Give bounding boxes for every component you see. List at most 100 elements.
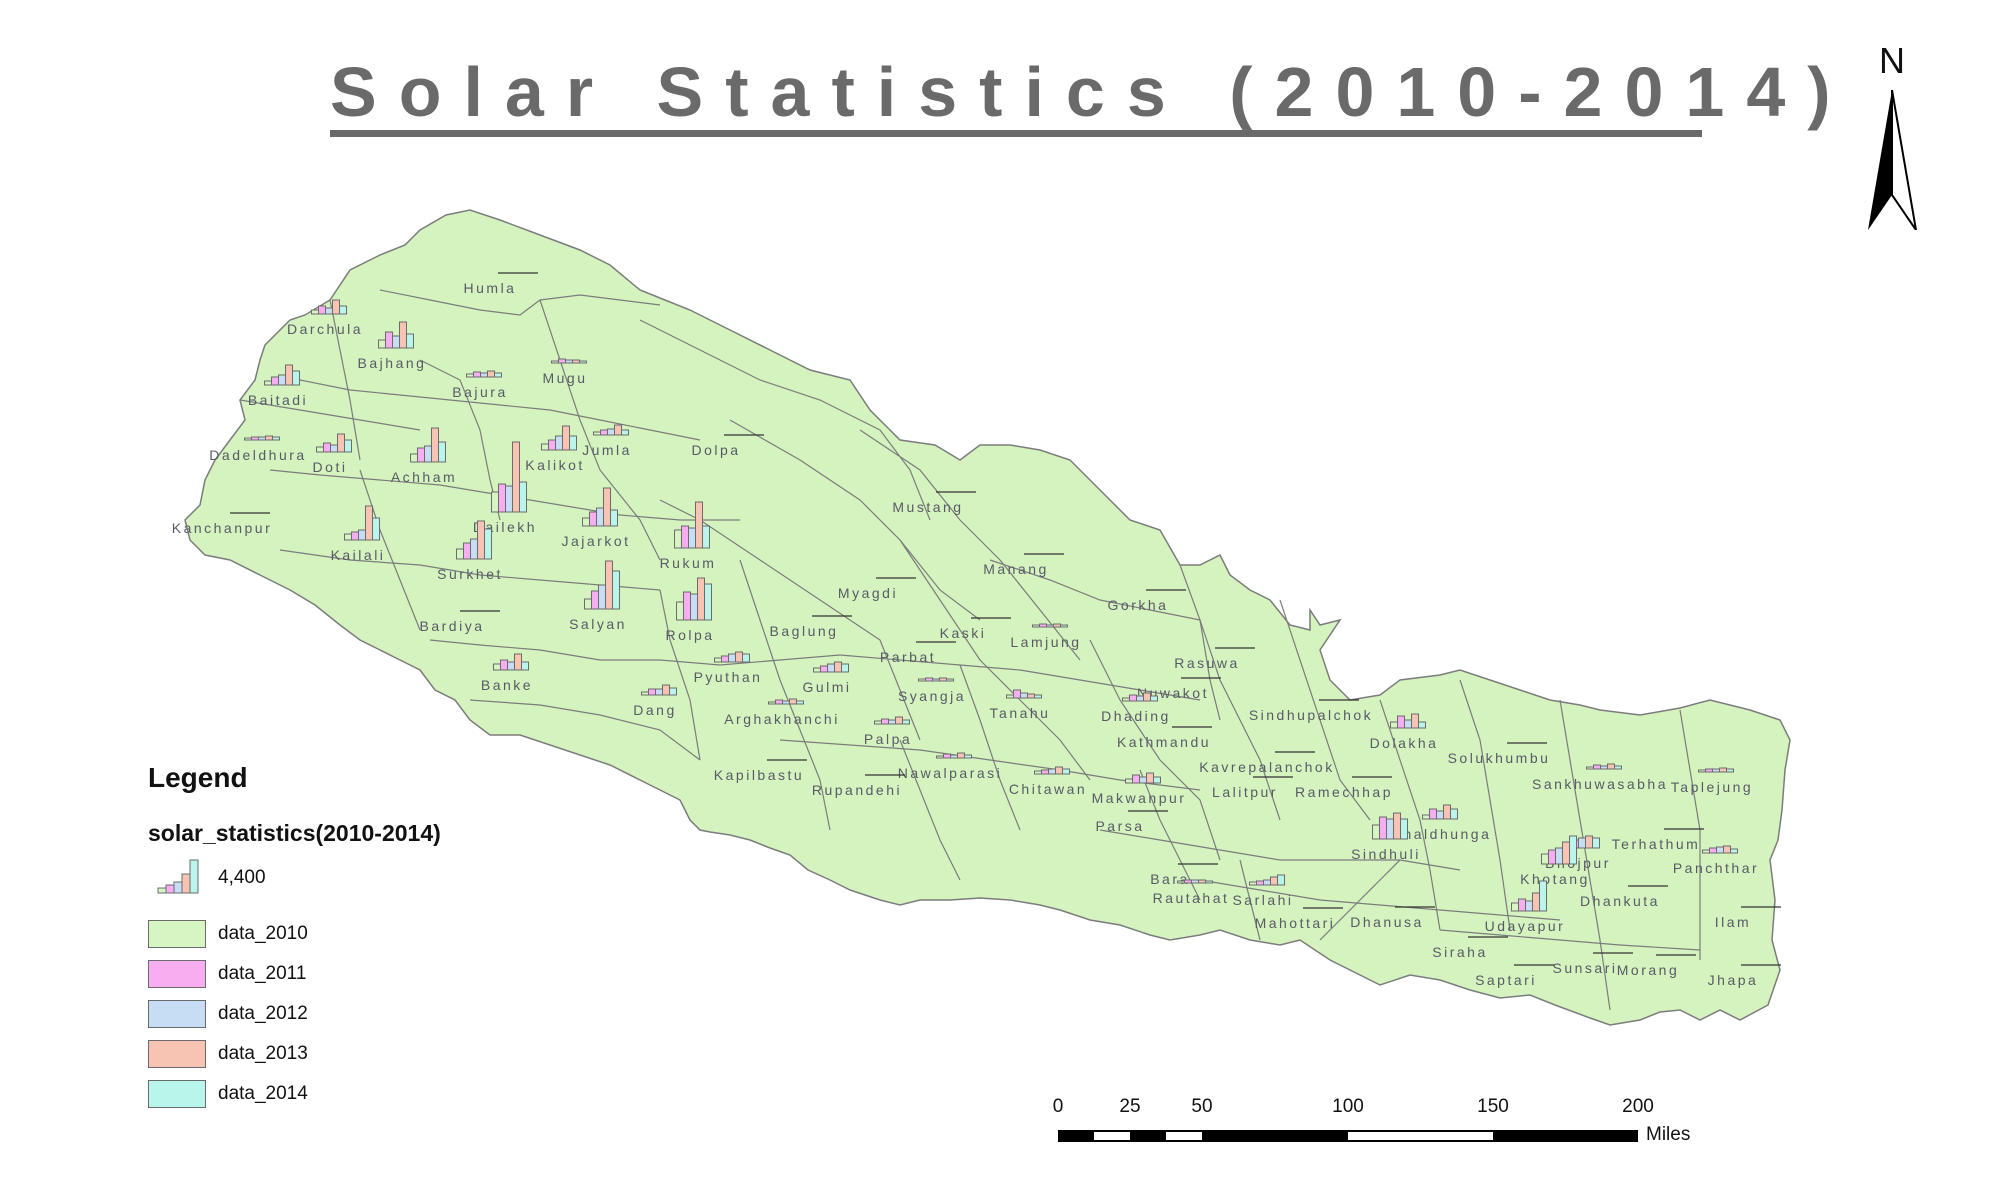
bar xyxy=(1034,770,1042,775)
district-label-dolakha: Dolakha xyxy=(1370,735,1439,751)
district-label-baglung: Baglung xyxy=(770,623,839,639)
bar xyxy=(1048,768,1056,775)
bar-chart-doti xyxy=(316,433,352,453)
district-label-sunsari: Sunsari xyxy=(1553,960,1618,976)
bar xyxy=(1555,847,1563,865)
district-label-dadeldhura: Dadeldhura xyxy=(209,447,306,463)
bar xyxy=(605,560,613,610)
district-label-mugu: Mugu xyxy=(542,370,587,386)
district-label-banke: Banke xyxy=(481,677,533,693)
bar xyxy=(1586,766,1594,770)
bar xyxy=(1593,764,1601,770)
bar xyxy=(957,752,965,759)
bar xyxy=(311,309,319,315)
north-arrow-icon: N xyxy=(1852,40,1932,230)
district-label-solukhumbu: Solukhumbu xyxy=(1448,750,1551,766)
bar xyxy=(251,436,259,441)
bar-chart-dang xyxy=(641,684,677,696)
district-label-mustang: Mustang xyxy=(892,499,963,515)
bar xyxy=(385,331,393,349)
bar-chart-dailekh xyxy=(491,441,527,513)
bar xyxy=(466,373,474,378)
bar xyxy=(1578,837,1586,849)
district-label-pyuthan: Pyuthan xyxy=(694,669,763,685)
bar xyxy=(888,719,896,725)
bar xyxy=(768,701,776,705)
district-label-parbat: Parbat xyxy=(880,649,936,665)
district-label-taplejung: Taplejung xyxy=(1671,779,1753,795)
bar xyxy=(1184,879,1192,884)
bar xyxy=(1060,624,1068,628)
bar xyxy=(1607,763,1615,770)
bar xyxy=(562,425,570,451)
district-label-surkhet: Surkhet xyxy=(437,566,503,582)
bar xyxy=(565,359,573,364)
bar xyxy=(344,533,352,541)
bar xyxy=(569,435,577,451)
bar xyxy=(600,429,608,436)
bar-chart-kalikot xyxy=(541,425,577,451)
bar-chart-makwanpur xyxy=(1125,772,1161,784)
bar-chart-jajarkot xyxy=(582,487,618,527)
bar xyxy=(1562,841,1570,865)
bar xyxy=(950,754,958,759)
bar-chart-nawalparasi xyxy=(936,752,972,759)
district-label-kathmandu: Kathmandu xyxy=(1117,734,1211,750)
scale-tick-label: 0 xyxy=(1052,1096,1064,1117)
bar xyxy=(1263,879,1271,886)
bar xyxy=(493,663,501,671)
bar xyxy=(1053,623,1061,628)
bar xyxy=(1125,778,1133,784)
district-label-palpa: Palpa xyxy=(864,731,912,747)
bar xyxy=(964,754,972,759)
district-bar-charts xyxy=(230,272,1781,966)
bar xyxy=(1705,768,1713,773)
bar xyxy=(1191,879,1199,884)
bar xyxy=(1205,880,1213,884)
bar xyxy=(473,371,481,378)
bar xyxy=(484,528,492,560)
bar xyxy=(1277,874,1285,886)
bar xyxy=(881,718,889,725)
bar xyxy=(358,529,366,541)
bar xyxy=(874,720,882,725)
bar xyxy=(676,601,684,621)
bar xyxy=(1404,719,1412,729)
bar xyxy=(244,437,252,441)
bar xyxy=(593,431,601,436)
bar xyxy=(1532,892,1540,912)
bar xyxy=(1034,694,1042,699)
bar xyxy=(1006,694,1014,699)
bar-chart-dadeldhura xyxy=(244,435,280,441)
legend-item-label: data_2010 xyxy=(218,923,308,944)
district-label-nawalparasi: Nawalparasi xyxy=(898,765,1003,781)
district-label-rukum: Rukum xyxy=(660,555,717,571)
bar xyxy=(339,305,347,315)
bar xyxy=(918,678,926,682)
bar-chart-okhaldhunga xyxy=(1422,804,1458,820)
bar xyxy=(925,677,933,682)
bar xyxy=(431,427,439,463)
scale-tick-label: 25 xyxy=(1119,1096,1141,1117)
bar-chart-mugu xyxy=(551,358,587,364)
bar xyxy=(1139,776,1147,784)
district-label-dolpa: Dolpa xyxy=(691,442,740,458)
bar xyxy=(1136,695,1144,702)
bar-chart-surkhet xyxy=(456,520,492,560)
bar xyxy=(697,577,705,621)
bar xyxy=(1400,818,1408,840)
district-label-darchula: Darchula xyxy=(287,321,363,337)
bar xyxy=(541,443,549,451)
bar xyxy=(690,593,698,621)
legend-symbol-label: 4,400 xyxy=(218,867,266,888)
bar xyxy=(1153,776,1161,784)
district-label-saptari: Saptari xyxy=(1475,972,1537,988)
scale-units: Miles xyxy=(1646,1124,1691,1145)
bar xyxy=(1592,837,1600,849)
district-label-tanahu: Tanahu xyxy=(990,705,1051,721)
district-label-jajarkot: Jajarkot xyxy=(561,533,630,549)
bar-chart-chitawan xyxy=(1034,766,1070,775)
bar xyxy=(1614,765,1622,770)
bar xyxy=(662,684,670,696)
